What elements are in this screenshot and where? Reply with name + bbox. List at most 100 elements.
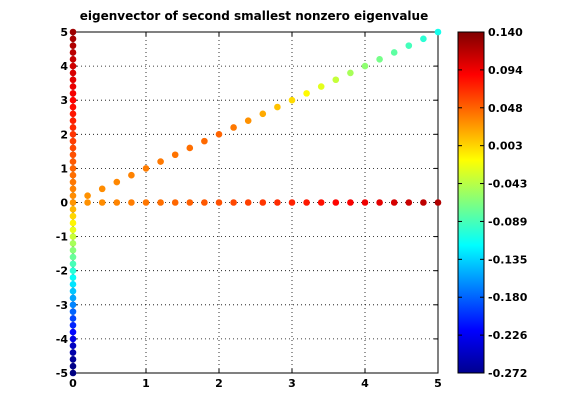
data-point — [98, 185, 106, 193]
data-point — [186, 144, 194, 152]
data-point — [69, 301, 77, 309]
data-point — [84, 199, 91, 206]
data-point — [69, 55, 77, 63]
data-point — [69, 267, 77, 275]
data-point — [317, 199, 325, 206]
y-tick-label: 2 — [60, 128, 68, 141]
data-point — [69, 131, 77, 138]
colorbar-tick-label: 0.094 — [488, 64, 523, 77]
data-point — [244, 199, 252, 206]
x-tick-label: 4 — [361, 377, 369, 390]
data-point — [390, 49, 398, 56]
y-tick-label: -1 — [56, 231, 68, 244]
data-point — [215, 199, 223, 206]
data-point — [69, 165, 77, 172]
data-point — [69, 158, 77, 165]
data-point — [69, 253, 77, 261]
y-tick-label: 5 — [60, 26, 68, 39]
y-tick-label: -3 — [56, 299, 68, 312]
data-point — [259, 199, 267, 206]
data-point — [434, 199, 442, 206]
data-point — [69, 294, 77, 302]
data-point — [157, 158, 164, 165]
data-point — [347, 69, 354, 77]
data-point — [69, 103, 77, 111]
data-point — [274, 103, 281, 111]
y-tick-label: 1 — [60, 162, 68, 175]
data-point — [201, 199, 208, 206]
data-point — [69, 260, 77, 268]
data-point — [332, 199, 340, 206]
data-point — [420, 35, 427, 43]
data-point — [230, 199, 237, 206]
data-point — [69, 69, 77, 77]
data-point — [69, 362, 77, 370]
data-point — [69, 246, 77, 254]
data-point — [69, 49, 77, 56]
data-point — [186, 199, 194, 206]
data-point — [69, 281, 77, 288]
data-point — [69, 328, 77, 336]
data-point — [69, 90, 77, 97]
data-point — [376, 55, 383, 63]
data-point — [69, 76, 77, 84]
y-tick-label: -2 — [56, 265, 68, 278]
y-tick-label: -5 — [56, 367, 68, 380]
x-tick-label: 3 — [288, 377, 296, 390]
data-point — [69, 356, 77, 363]
data-point — [303, 199, 310, 206]
data-point — [405, 199, 413, 206]
data-point — [69, 226, 77, 234]
data-point — [69, 83, 77, 90]
data-point — [288, 199, 296, 206]
data-point — [361, 62, 369, 70]
data-point — [69, 62, 77, 70]
axes-frame — [72, 31, 439, 374]
colorbar-tick-label: -0.089 — [488, 215, 527, 228]
y-tick-label: 4 — [60, 60, 68, 73]
data-point — [69, 287, 77, 295]
x-axis: 0 1 2 3 4 5 — [69, 32, 442, 390]
colorbar-ticks: 0.140 0.094 0.048 0.003 -0.043 -0.089 -0.135 -0… — [458, 26, 528, 380]
data-point — [69, 137, 77, 145]
data-point — [69, 206, 77, 213]
data-point — [84, 192, 91, 199]
data-point — [69, 335, 77, 343]
data-point — [303, 90, 310, 97]
data-points — [69, 28, 442, 377]
data-point — [69, 151, 77, 159]
data-point — [69, 233, 77, 240]
data-point — [274, 199, 281, 206]
data-point — [69, 144, 77, 152]
data-point — [347, 199, 354, 206]
y-axis: -5 -4 -3 -2 -1 0 1 2 3 4 5 — [56, 26, 438, 380]
colorbar-tick-label: -0.272 — [488, 367, 527, 380]
grid-lines — [73, 32, 438, 373]
data-point — [142, 199, 150, 206]
y-tick-label: 3 — [60, 94, 68, 107]
data-point — [376, 199, 383, 206]
data-point — [69, 349, 77, 356]
data-point — [69, 199, 77, 206]
data-point — [69, 315, 77, 322]
colorbar-tick-label: -0.043 — [488, 178, 527, 191]
data-point — [420, 199, 427, 206]
data-point — [390, 199, 398, 206]
colorbar-tick-label: -0.226 — [488, 329, 528, 342]
data-point — [69, 185, 77, 193]
data-point — [434, 28, 442, 36]
colorbar-tick-label: -0.135 — [488, 253, 527, 266]
colorbar: 0.140 0.094 0.048 0.003 -0.043 -0.089 -0.135 -0… — [457, 26, 528, 380]
data-point — [361, 199, 369, 206]
data-point — [128, 171, 135, 179]
data-point — [69, 117, 77, 124]
data-point — [171, 151, 179, 159]
data-point — [69, 96, 77, 104]
data-point — [98, 199, 106, 206]
data-point — [69, 42, 77, 49]
data-point — [69, 28, 77, 36]
data-point — [171, 199, 179, 206]
data-point — [215, 131, 223, 138]
colorbar-tick-label: -0.180 — [488, 291, 528, 304]
